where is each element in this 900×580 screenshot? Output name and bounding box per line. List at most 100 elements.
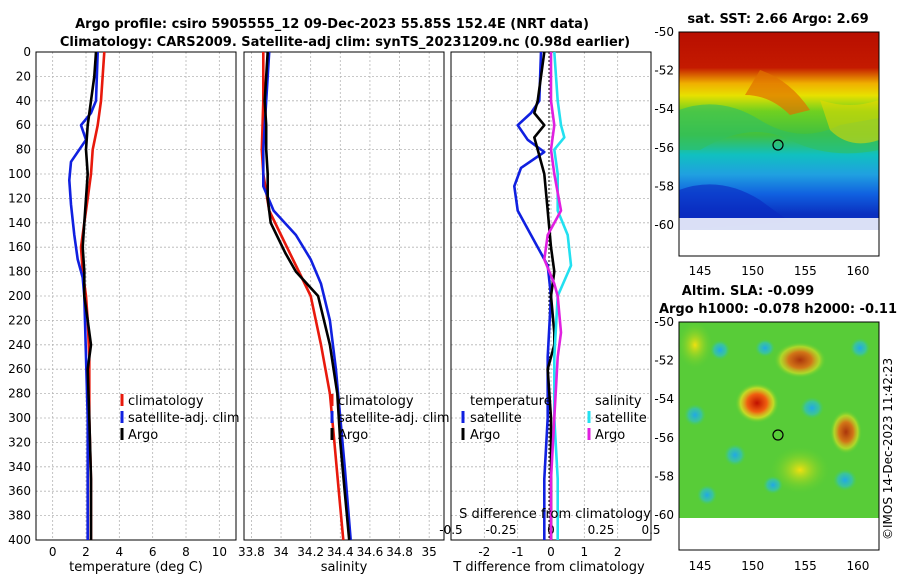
depth-tick-label: 400 <box>8 533 31 547</box>
lat-tick-label: -56 <box>654 141 674 155</box>
temperature-tick-labels: 0 2 4 6 8 10 <box>49 545 227 559</box>
series-line-argo <box>81 51 98 540</box>
legend-argo-label: Argo <box>128 428 158 443</box>
sla-positive-eddy <box>735 383 779 423</box>
title-line2: Climatology: CARS2009. Satellite-adj cli… <box>60 35 630 50</box>
lat-tick-label: -54 <box>654 392 674 406</box>
legend-satellite-label: satellite-adj. clim <box>338 411 450 426</box>
temperature-legend: climatology satellite-adj. clim Argo <box>120 394 240 443</box>
depth-tick-label: 360 <box>8 484 31 498</box>
x2-tick-label: 0.25 <box>588 523 615 537</box>
sla-negative-eddy <box>697 485 717 505</box>
depth-tick-label: 0 <box>23 45 31 59</box>
depth-tick-labels: 0 20 40 60 80 100 120 140 160 180 200 220 240 260 280 3… <box>8 45 31 547</box>
sla-negative-eddy <box>850 338 870 358</box>
legend-temperature-title: temperature <box>470 394 552 409</box>
lat-tick-label: -60 <box>654 218 674 232</box>
lat-tick-label: -58 <box>654 179 674 193</box>
lon-tick-label: 155 <box>794 264 817 278</box>
depth-tick-label: 20 <box>16 69 31 83</box>
x-tick-label: 34.8 <box>386 545 413 559</box>
legend-t-satellite-label: satellite <box>470 411 522 426</box>
sla-high <box>770 446 830 494</box>
depth-tick-label: 240 <box>8 338 31 352</box>
series-line-satellite-adj-clim <box>68 51 99 540</box>
depth-tick-label: 280 <box>8 387 31 401</box>
depth-tick-label: 220 <box>8 313 31 327</box>
legend-s-satellite-label: satellite <box>595 411 647 426</box>
salinity-series <box>260 51 352 541</box>
x-tick-label: 0 <box>547 545 555 559</box>
legend-climatology-label: climatology <box>128 394 204 409</box>
x-tick-label: 10 <box>212 545 227 559</box>
sla-negative-eddy <box>755 339 775 357</box>
sla-map-frame <box>678 321 880 551</box>
lat-tick-label: -54 <box>654 102 674 116</box>
x-tick-label: 34.6 <box>357 545 384 559</box>
depth-tick-label: 160 <box>8 240 31 254</box>
x-tick-label: 34 <box>273 545 288 559</box>
sla-positive-eddy <box>774 342 826 378</box>
sla-negative-eddy <box>763 476 783 494</box>
legend-s-argo-label: Argo <box>595 428 625 443</box>
sla-lon-tick-labels: 145 150 155 160 <box>689 559 870 573</box>
salinity-xlabel: salinity <box>321 560 368 575</box>
s-difference-tick-labels: -0.5 -0.25 0 0.25 0.5 <box>439 523 660 537</box>
x-tick-label: 33.8 <box>238 545 265 559</box>
x-tick-label: 8 <box>182 545 190 559</box>
lon-tick-label: 150 <box>741 264 764 278</box>
sla-negative-eddy <box>684 404 706 426</box>
depth-tick-label: 100 <box>8 167 31 181</box>
lon-tick-label: 145 <box>689 559 712 573</box>
t-difference-xlabel: T difference from climatology <box>452 560 645 575</box>
salinity-panel: 33.8 34 34.2 34.4 34.6 34.8 35 salinity climat… <box>238 51 450 575</box>
lat-tick-label: -52 <box>654 354 674 368</box>
x-tick-label: 2 <box>82 545 90 559</box>
x-tick-label: 4 <box>116 545 124 559</box>
series-line-s-argo <box>542 52 563 540</box>
lat-tick-label: -52 <box>654 64 674 78</box>
x-tick-label: 1 <box>581 545 589 559</box>
sla-negative-eddy <box>710 340 730 360</box>
sst-map: sat. SST: 2.66 Argo: 2.69 -50-52-54-56-5… <box>654 12 880 278</box>
sla-lat-tick-labels: -50 -52 -54 -56 -58 -60 <box>654 315 674 522</box>
depth-tick-label: 40 <box>16 94 31 108</box>
lat-tick-label: -58 <box>654 469 674 483</box>
depth-tick-label: 300 <box>8 411 31 425</box>
legend-argo-label: Argo <box>338 428 368 443</box>
legend-satellite-label: satellite-adj. clim <box>128 411 240 426</box>
sla-negative-eddy <box>800 397 824 419</box>
temperature-series <box>68 51 106 540</box>
sla-negative-eddy <box>724 444 746 466</box>
sst-warm-tongue <box>745 70 810 115</box>
sla-map-title2: Argo h1000: -0.078 h2000: -0.11 <box>659 302 897 317</box>
x2-tick-label: -0.25 <box>485 523 516 537</box>
sla-positive-eddy <box>830 410 862 454</box>
lon-tick-label: 160 <box>846 559 869 573</box>
sst-yellow-patch <box>820 100 879 144</box>
lon-tick-label: 150 <box>741 559 764 573</box>
lon-tick-label: 155 <box>794 559 817 573</box>
salinity-axes-box <box>243 51 445 541</box>
sst-front-band <box>679 104 879 154</box>
depth-tick-label: 120 <box>8 191 31 205</box>
temperature-panel: 0204060801001201401601802002202402602803… <box>8 45 240 575</box>
difference-legend: temperature satellite Argo salinity sate… <box>461 394 647 443</box>
salinity-legend: climatology satellite-adj. clim Argo <box>330 394 450 443</box>
depth-tick-label: 260 <box>8 362 31 376</box>
legend-climatology-label: climatology <box>338 394 414 409</box>
depth-tick-label: 60 <box>16 118 31 132</box>
x-tick-label: 35 <box>422 545 437 559</box>
sst-no-data <box>679 218 879 230</box>
depth-tick-label: 340 <box>8 460 31 474</box>
lon-tick-label: 160 <box>846 264 869 278</box>
series-line-t-argo <box>532 51 556 540</box>
depth-tick-label: 200 <box>8 289 31 303</box>
x-tick-label: 2 <box>614 545 622 559</box>
series-line-argo <box>263 51 351 541</box>
series-line-satellite-adj-clim <box>261 51 352 541</box>
x2-tick-label: 0.5 <box>641 523 660 537</box>
sla-map-title1: Altim. SLA: -0.099 <box>682 284 814 299</box>
lat-tick-label: -50 <box>654 315 674 329</box>
x-tick-label: 34.2 <box>297 545 324 559</box>
